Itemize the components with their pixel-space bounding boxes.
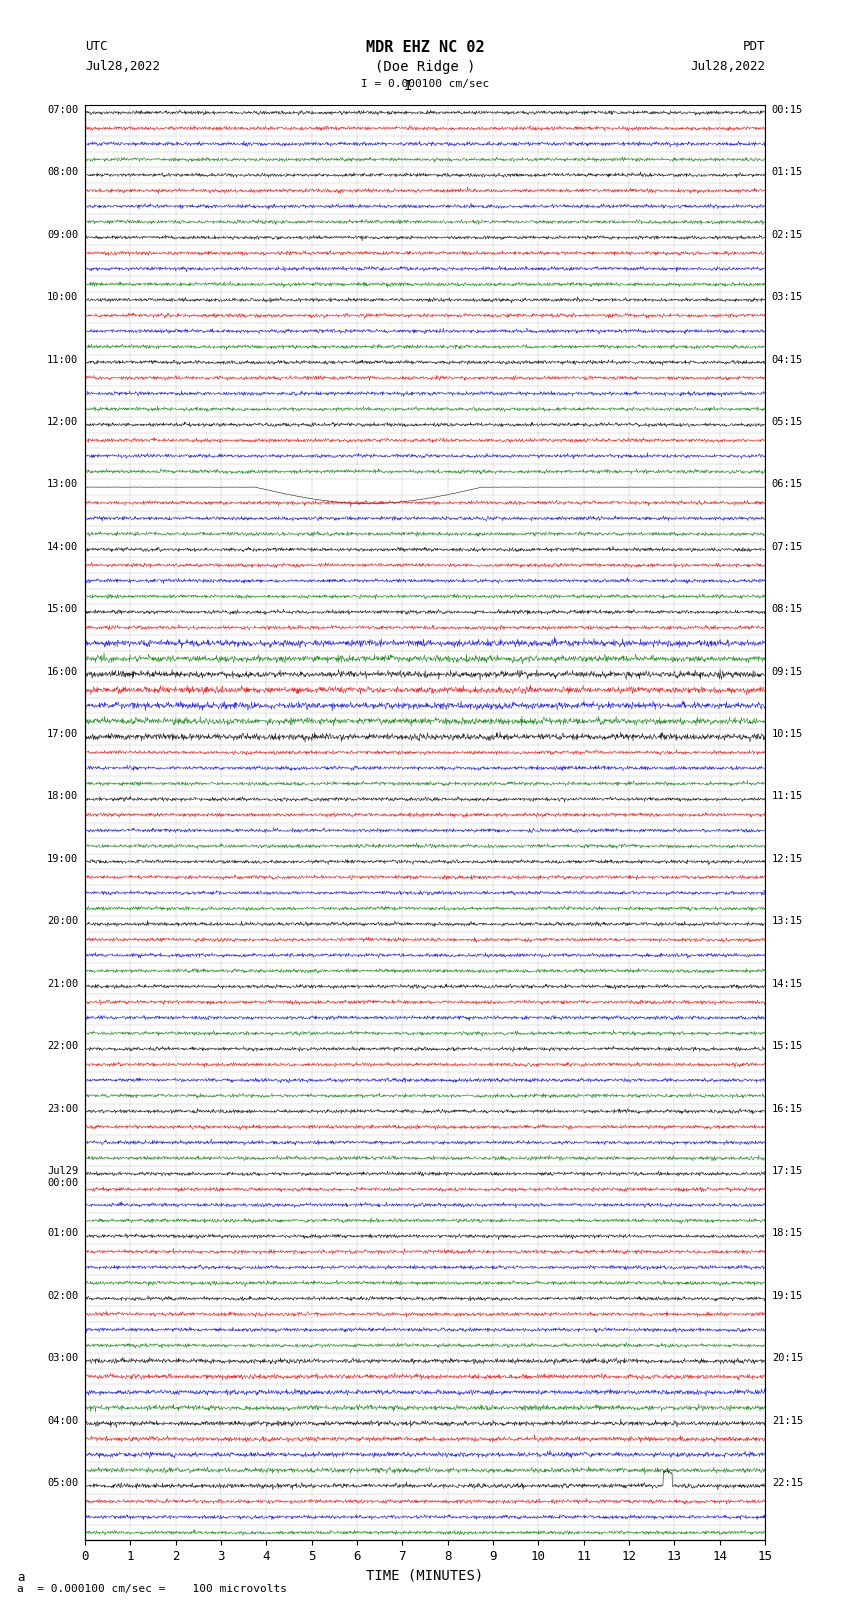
Text: 07:15: 07:15 bbox=[772, 542, 803, 552]
Text: 02:15: 02:15 bbox=[772, 229, 803, 240]
Text: 16:15: 16:15 bbox=[772, 1103, 803, 1113]
Text: 03:15: 03:15 bbox=[772, 292, 803, 302]
Text: 00:15: 00:15 bbox=[772, 105, 803, 115]
Text: 09:00: 09:00 bbox=[47, 229, 78, 240]
Text: PDT: PDT bbox=[743, 40, 765, 53]
Text: 11:00: 11:00 bbox=[47, 355, 78, 365]
Text: 19:15: 19:15 bbox=[772, 1290, 803, 1300]
Text: 12:15: 12:15 bbox=[772, 853, 803, 865]
Text: 14:00: 14:00 bbox=[47, 542, 78, 552]
Text: 20:15: 20:15 bbox=[772, 1353, 803, 1363]
Text: 13:15: 13:15 bbox=[772, 916, 803, 926]
Text: 15:00: 15:00 bbox=[47, 605, 78, 615]
Text: 08:00: 08:00 bbox=[47, 168, 78, 177]
Text: 10:15: 10:15 bbox=[772, 729, 803, 739]
Text: a: a bbox=[17, 1571, 25, 1584]
Text: 05:15: 05:15 bbox=[772, 416, 803, 427]
Text: 23:00: 23:00 bbox=[47, 1103, 78, 1113]
Text: 06:15: 06:15 bbox=[772, 479, 803, 489]
Text: 15:15: 15:15 bbox=[772, 1040, 803, 1052]
Text: a  = 0.000100 cm/sec =    100 microvolts: a = 0.000100 cm/sec = 100 microvolts bbox=[17, 1584, 287, 1594]
Text: 18:00: 18:00 bbox=[47, 792, 78, 802]
Text: 12:00: 12:00 bbox=[47, 416, 78, 427]
Text: 21:00: 21:00 bbox=[47, 979, 78, 989]
Text: 01:15: 01:15 bbox=[772, 168, 803, 177]
Text: UTC: UTC bbox=[85, 40, 107, 53]
Text: 17:00: 17:00 bbox=[47, 729, 78, 739]
Text: 08:15: 08:15 bbox=[772, 605, 803, 615]
Text: 20:00: 20:00 bbox=[47, 916, 78, 926]
Text: 09:15: 09:15 bbox=[772, 666, 803, 676]
Text: 22:15: 22:15 bbox=[772, 1478, 803, 1489]
Text: 04:15: 04:15 bbox=[772, 355, 803, 365]
Text: 10:00: 10:00 bbox=[47, 292, 78, 302]
Text: 21:15: 21:15 bbox=[772, 1416, 803, 1426]
Text: 04:00: 04:00 bbox=[47, 1416, 78, 1426]
Text: 16:00: 16:00 bbox=[47, 666, 78, 676]
Text: I = 0.000100 cm/sec: I = 0.000100 cm/sec bbox=[361, 79, 489, 89]
Text: Jul28,2022: Jul28,2022 bbox=[85, 60, 160, 73]
Text: I: I bbox=[404, 79, 412, 94]
Text: 01:00: 01:00 bbox=[47, 1229, 78, 1239]
Text: 19:00: 19:00 bbox=[47, 853, 78, 865]
Text: (Doe Ridge ): (Doe Ridge ) bbox=[375, 60, 475, 74]
Text: 14:15: 14:15 bbox=[772, 979, 803, 989]
Text: 05:00: 05:00 bbox=[47, 1478, 78, 1489]
Text: 17:15: 17:15 bbox=[772, 1166, 803, 1176]
Text: Jul29
00:00: Jul29 00:00 bbox=[47, 1166, 78, 1187]
Text: 22:00: 22:00 bbox=[47, 1040, 78, 1052]
Text: Jul28,2022: Jul28,2022 bbox=[690, 60, 765, 73]
Text: 07:00: 07:00 bbox=[47, 105, 78, 115]
Text: 18:15: 18:15 bbox=[772, 1229, 803, 1239]
Text: 03:00: 03:00 bbox=[47, 1353, 78, 1363]
Text: 13:00: 13:00 bbox=[47, 479, 78, 489]
X-axis label: TIME (MINUTES): TIME (MINUTES) bbox=[366, 1569, 484, 1582]
Text: 02:00: 02:00 bbox=[47, 1290, 78, 1300]
Text: 11:15: 11:15 bbox=[772, 792, 803, 802]
Text: MDR EHZ NC 02: MDR EHZ NC 02 bbox=[366, 40, 484, 55]
